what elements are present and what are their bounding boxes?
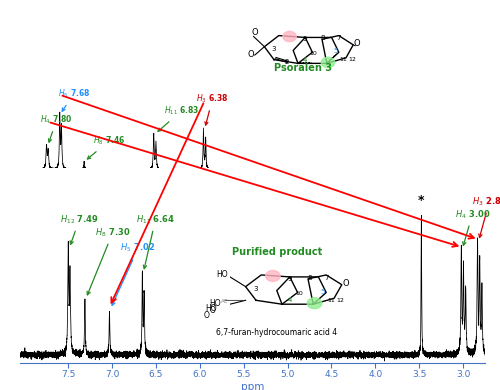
Text: $H_8$ 7.30: $H_8$ 7.30 <box>87 226 130 295</box>
X-axis label: ppm: ppm <box>117 184 133 190</box>
Text: $H_3$ 2.81: $H_3$ 2.81 <box>472 195 500 238</box>
Text: $H_5$ 7.68: $H_5$ 7.68 <box>58 88 90 111</box>
Text: 10: 10 <box>295 291 303 296</box>
Text: $H_8$ 7.46: $H_8$ 7.46 <box>88 135 126 159</box>
Text: 3: 3 <box>272 46 276 51</box>
Circle shape <box>322 57 334 67</box>
Text: O: O <box>252 28 258 37</box>
Text: 9: 9 <box>303 36 308 42</box>
Circle shape <box>307 298 322 309</box>
Text: HO: HO <box>206 303 217 313</box>
Text: O: O <box>204 311 209 321</box>
Text: 10: 10 <box>310 51 318 56</box>
Text: $H_4$ 3.00: $H_4$ 3.00 <box>454 208 490 245</box>
Text: 9: 9 <box>288 276 292 282</box>
X-axis label: ppm: ppm <box>241 382 264 390</box>
Text: Purified product: Purified product <box>232 247 322 257</box>
Text: AC: AC <box>222 299 228 304</box>
Text: 12: 12 <box>348 57 356 62</box>
Circle shape <box>266 271 280 282</box>
Text: 7: 7 <box>336 35 341 41</box>
Text: 8: 8 <box>321 35 326 41</box>
Text: 5: 5 <box>333 48 338 54</box>
Text: *: * <box>418 194 424 207</box>
Text: HO: HO <box>216 270 228 280</box>
Text: 4: 4 <box>288 297 292 303</box>
Text: $H_{11}$ 6.83: $H_{11}$ 6.83 <box>158 105 199 131</box>
Text: $H_4$ 7.80: $H_4$ 7.80 <box>40 114 73 142</box>
Text: 6,7-furan-hydrocoumaric acid 4: 6,7-furan-hydrocoumaric acid 4 <box>216 328 338 337</box>
Text: $H_{11}$ 6.64: $H_{11}$ 6.64 <box>136 213 175 269</box>
Text: 3: 3 <box>254 285 258 292</box>
Text: 12: 12 <box>336 298 344 303</box>
Text: O: O <box>210 306 216 315</box>
Text: 11: 11 <box>340 57 347 62</box>
Text: O: O <box>248 50 254 59</box>
Circle shape <box>283 31 296 42</box>
Text: O: O <box>354 39 360 48</box>
Text: HO: HO <box>210 299 221 308</box>
Text: Psoralen 3: Psoralen 3 <box>274 63 332 73</box>
Text: 5: 5 <box>320 289 324 294</box>
Text: 7: 7 <box>324 275 328 281</box>
Text: 2: 2 <box>285 59 290 66</box>
Text: $H_5$ 7.02: $H_5$ 7.02 <box>112 242 156 305</box>
Text: $H_{12}$ 7.49: $H_{12}$ 7.49 <box>60 213 99 245</box>
Text: O: O <box>342 279 349 288</box>
Text: $H_{12}$ 7.69: $H_{12}$ 7.69 <box>42 175 78 187</box>
Text: 11: 11 <box>328 298 336 303</box>
Text: $H_3$ 6.38: $H_3$ 6.38 <box>196 93 228 125</box>
Text: 4: 4 <box>303 57 308 63</box>
Text: 8: 8 <box>307 275 312 281</box>
